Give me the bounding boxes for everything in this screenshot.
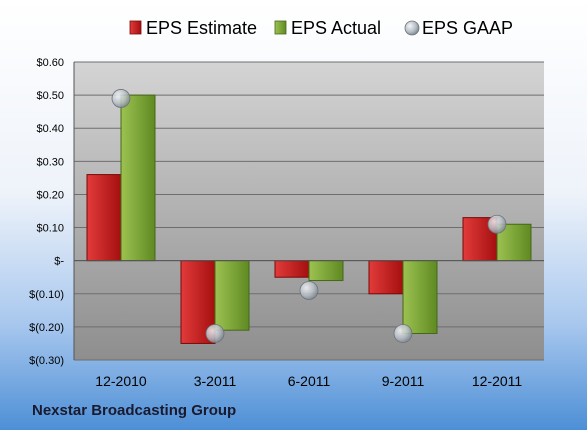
actual-bar: [120, 94, 156, 262]
legend-gaap-label: EPS GAAP: [422, 18, 513, 38]
gaap-marker: [393, 324, 413, 343]
x-tick-label: 9-2011: [382, 373, 425, 389]
gaap-markers: [111, 89, 507, 343]
legend-actual-swatch: [274, 20, 287, 35]
y-tick-label: $(0.10): [29, 289, 64, 301]
legend-gaap-swatch: [404, 20, 420, 36]
gaap-marker: [205, 324, 225, 343]
actual-bar: [402, 260, 438, 335]
estimate-bar: [274, 260, 310, 278]
legend-estimate-label: EPS Estimate: [146, 18, 257, 38]
x-axis: 12-2010 3-2011 6-2011 9-2011 12-2011: [74, 260, 544, 389]
actual-bar: [308, 260, 344, 282]
x-tick-label: 3-2011: [194, 373, 237, 389]
bars: [86, 94, 532, 344]
y-tick-label: $0.20: [36, 189, 64, 201]
gaap-marker: [111, 89, 131, 108]
legend-actual-label: EPS Actual: [291, 18, 381, 38]
y-tick-label: $0.60: [36, 57, 64, 69]
y-tick-label: $(0.20): [29, 322, 64, 334]
gaap-marker: [299, 281, 319, 300]
y-tick-label: $-: [54, 256, 64, 268]
y-tick-label: $0.10: [36, 223, 64, 235]
estimate-bar: [368, 260, 404, 295]
y-tick-label: $(0.30): [29, 355, 64, 367]
company-name: Nexstar Broadcasting Group: [32, 402, 237, 419]
y-axis: $0.60 $0.50 $0.40 $0.30 $0.20 $0.10 $- $(0.10) $…: [29, 57, 75, 367]
y-tick-label: $0.30: [36, 156, 64, 168]
legend-estimate-swatch: [129, 20, 142, 35]
x-tick-label: 12-2011: [472, 373, 523, 389]
actual-bar: [214, 260, 250, 331]
y-tick-label: $0.50: [36, 90, 64, 102]
estimate-bar: [86, 174, 122, 262]
gaap-marker: [487, 214, 507, 234]
legend: EPS Estimate EPS Actual EPS GAAP: [129, 18, 513, 38]
x-tick-label: 6-2011: [288, 373, 331, 389]
x-tick-label: 12-2010: [95, 373, 147, 389]
y-tick-label: $0.40: [36, 123, 64, 135]
